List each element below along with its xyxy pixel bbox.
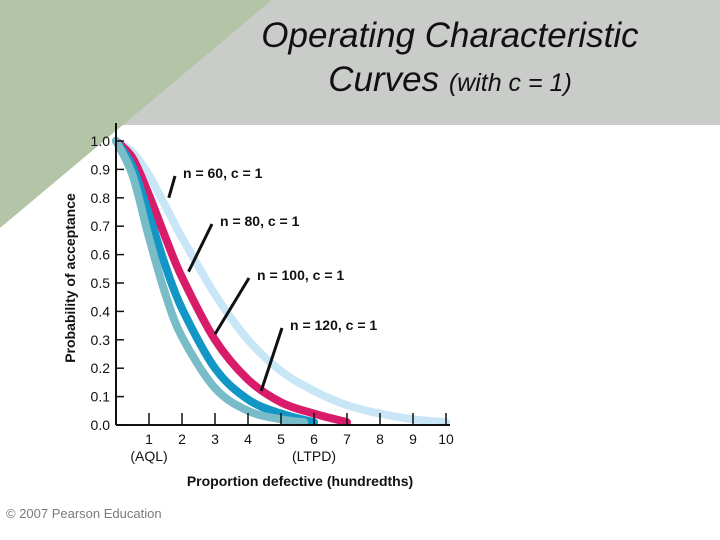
y-tick-label: 0.3 xyxy=(91,332,111,348)
copyright-text: © 2007 Pearson Education xyxy=(6,506,162,521)
annotation-label-n100: n = 100, c = 1 xyxy=(257,267,344,283)
axes-layer: 0.0 0.1 0.2 0.3 0.4 0.5 0.6 0.7 0.8 0.9 1.0 1(AQL) 2… xyxy=(62,123,454,489)
annotation-leader-n60 xyxy=(167,175,177,199)
title-line-2-main: Curves xyxy=(328,60,440,99)
curve-n80 xyxy=(112,137,351,427)
x-tick-label: 8 xyxy=(376,431,384,447)
x-tick-label: 1 xyxy=(145,431,153,447)
y-tick-label: 1.0 xyxy=(91,133,111,149)
annotation-leader-n100 xyxy=(213,277,251,335)
annotation-label-n60: n = 60, c = 1 xyxy=(183,165,263,181)
x-tick-label: 2 xyxy=(178,431,186,447)
y-tick-label: 0.8 xyxy=(91,190,111,206)
x-tick-label: 4 xyxy=(244,431,252,447)
y-tick-label: 0.9 xyxy=(91,161,111,177)
x-tick-label: 5 xyxy=(277,431,285,447)
title-line-2-sub: (with c = 1) xyxy=(448,69,572,97)
x-tick-label: 9 xyxy=(409,431,417,447)
annotation-leader-n120 xyxy=(259,327,284,392)
y-tick-label: 0.2 xyxy=(91,360,111,376)
title-line-1: Operating Characteristic xyxy=(261,16,639,55)
x-tick-label: 3 xyxy=(211,431,219,447)
y-tick-label: 0.4 xyxy=(91,303,111,319)
curve-n120 xyxy=(112,137,309,427)
annotation-label-n80: n = 80, c = 1 xyxy=(220,213,300,229)
annotation-leader-n80 xyxy=(187,223,214,273)
annotation-layer: n = 60, c = 1 n = 80, c = 1 n = 100, c = 1… xyxy=(167,165,377,392)
title-line-2: Curves (with c = 1) xyxy=(200,58,700,105)
y-tick-label: 0.6 xyxy=(91,247,111,263)
x-axis-title: Proportion defective (hundredths) xyxy=(187,473,413,489)
annotation-label-n120: n = 120, c = 1 xyxy=(290,317,377,333)
x-tick-sublabel: (LTPD) xyxy=(292,448,336,464)
y-tick-label: 0.0 xyxy=(91,417,111,433)
x-tick-label: 7 xyxy=(343,431,351,447)
x-tick-sublabel: (AQL) xyxy=(130,448,167,464)
x-tick-label: 10 xyxy=(438,431,454,447)
x-tick-label: 6 xyxy=(310,431,318,447)
y-tick-label: 0.7 xyxy=(91,218,111,234)
y-tick-label: 0.1 xyxy=(91,389,111,405)
y-axis-title: Probability of acceptance xyxy=(62,193,78,363)
page-title: Operating Characteristic Curves (with c … xyxy=(200,14,700,105)
y-tick-label: 0.5 xyxy=(91,275,111,291)
